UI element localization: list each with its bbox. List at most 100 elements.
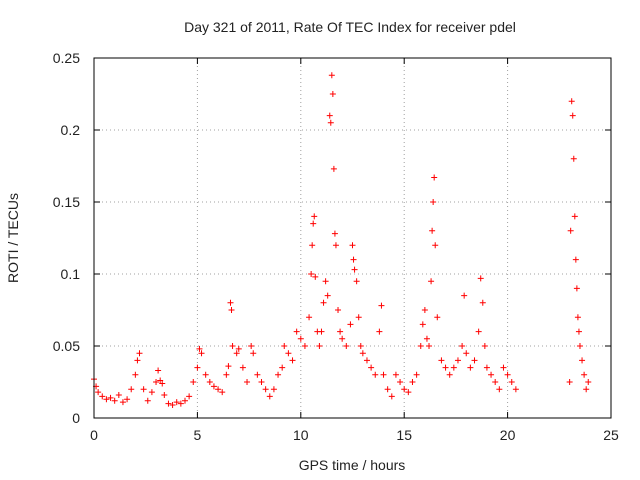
data-point — [579, 357, 586, 364]
data-point — [270, 386, 277, 393]
data-point — [380, 371, 387, 378]
data-point — [450, 364, 457, 371]
data-point — [177, 400, 184, 407]
data-point — [196, 345, 203, 352]
data-point — [190, 379, 197, 385]
data-point — [186, 393, 193, 400]
x-tick-label: 20 — [500, 427, 516, 443]
data-point — [244, 379, 251, 385]
data-point — [289, 357, 296, 364]
data-point — [198, 350, 205, 357]
x-tick-labels: 0 5 10 15 20 25 — [90, 427, 619, 443]
data-point — [173, 399, 180, 406]
x-tick-label: 10 — [293, 427, 309, 443]
data-point — [477, 275, 484, 282]
data-point — [569, 112, 576, 119]
data-point — [357, 343, 364, 349]
data-point — [206, 379, 213, 385]
data-point — [132, 371, 139, 378]
data-point — [512, 386, 519, 393]
data-point — [421, 307, 428, 313]
data-point — [454, 357, 461, 364]
data-point — [388, 393, 395, 400]
data-point — [233, 350, 240, 357]
data-point — [310, 220, 317, 227]
data-point — [571, 213, 578, 220]
data-point — [430, 199, 437, 205]
data-point — [248, 343, 255, 349]
data-point — [332, 242, 339, 249]
data-point — [581, 371, 588, 378]
data-point — [423, 335, 430, 342]
data-point — [223, 371, 230, 378]
data-point — [434, 314, 441, 321]
x-axis-label: GPS time / hours — [299, 457, 406, 473]
data-point — [446, 371, 453, 378]
data-point — [508, 379, 515, 385]
data-point — [293, 328, 300, 335]
y-tick-label: 0.1 — [61, 266, 81, 282]
data-point — [316, 343, 323, 349]
y-axis-label: ROTI / TECUs — [5, 193, 21, 283]
data-point — [258, 379, 265, 385]
data-point — [285, 350, 292, 357]
data-point — [567, 227, 574, 234]
data-point — [405, 389, 412, 396]
data-point — [568, 98, 575, 105]
data-point — [431, 174, 438, 181]
data-point — [349, 242, 356, 249]
data-point — [351, 266, 358, 273]
chart-title: Day 321 of 2011, Rate Of TEC Index for r… — [184, 19, 516, 35]
data-point — [327, 119, 334, 126]
data-point — [384, 386, 391, 393]
data-point — [306, 314, 313, 321]
data-point — [99, 393, 106, 400]
data-point — [194, 364, 201, 371]
data-point — [322, 278, 329, 285]
data-point — [331, 230, 338, 237]
data-point — [229, 343, 236, 349]
data-point — [111, 397, 118, 404]
data-point — [397, 379, 404, 385]
data-point — [576, 343, 583, 349]
data-point — [124, 396, 131, 403]
data-point — [461, 292, 468, 299]
data-point — [279, 364, 286, 371]
data-point — [585, 379, 592, 385]
data-point — [227, 299, 234, 306]
data-point — [488, 371, 495, 378]
data-point — [275, 371, 282, 378]
y-tick-label: 0 — [72, 410, 80, 426]
data-point — [202, 371, 209, 378]
data-point — [210, 383, 217, 390]
data-point — [500, 364, 507, 371]
data-point — [144, 397, 151, 404]
data-point — [467, 364, 474, 371]
data-point — [409, 379, 416, 385]
data-point — [426, 343, 433, 349]
data-point — [504, 371, 511, 378]
data-point — [148, 389, 155, 396]
x-tick-label: 0 — [90, 427, 98, 443]
data-point — [442, 364, 449, 371]
data-point — [324, 292, 331, 299]
data-point — [215, 386, 222, 393]
data-point — [570, 155, 577, 162]
data-point — [573, 285, 580, 292]
data-point — [417, 343, 424, 349]
y-tick-label: 0.25 — [53, 50, 80, 66]
data-point — [330, 165, 337, 172]
data-point — [483, 364, 490, 371]
data-point — [326, 112, 333, 119]
data-point — [475, 328, 482, 335]
y-tick-label: 0.15 — [53, 194, 80, 210]
data-point — [583, 386, 590, 393]
data-point — [376, 328, 383, 335]
data-point — [368, 364, 375, 371]
data-point — [337, 328, 344, 335]
data-point — [353, 278, 360, 285]
x-tick-label: 5 — [194, 427, 202, 443]
data-point — [119, 399, 126, 406]
data-point — [219, 389, 226, 396]
